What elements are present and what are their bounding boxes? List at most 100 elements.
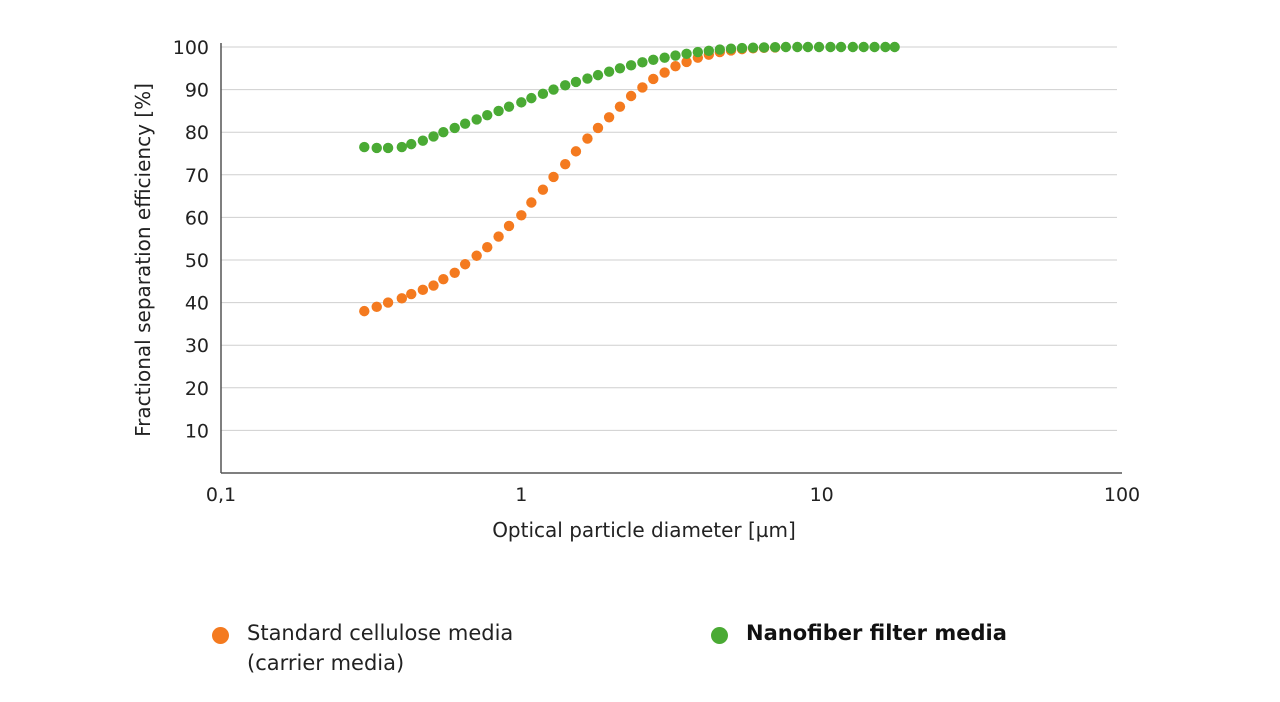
data-point <box>428 131 439 142</box>
data-point <box>359 141 370 153</box>
y-tick-label: 80 <box>185 122 209 144</box>
data-point <box>396 293 408 304</box>
data-point <box>548 84 559 95</box>
data-point <box>493 231 504 242</box>
data-point <box>382 142 394 154</box>
legend-marker-green <box>711 627 728 644</box>
data-point <box>516 210 527 221</box>
data-point <box>493 105 504 117</box>
data-point <box>371 301 382 313</box>
data-point <box>582 133 593 144</box>
data-point <box>880 41 891 53</box>
data-point <box>449 267 460 278</box>
data-point <box>769 42 781 53</box>
x-tick-label: 10 <box>810 484 834 506</box>
data-point <box>582 73 593 84</box>
data-point <box>614 63 626 74</box>
data-point <box>637 82 648 93</box>
legend-item-standard-cellulose: Standard cellulose media (carrier media) <box>212 618 513 678</box>
data-point <box>670 60 681 72</box>
data-point <box>459 118 471 129</box>
data-point <box>835 41 847 53</box>
x-tick-label: 100 <box>1104 484 1140 506</box>
data-point <box>659 52 670 63</box>
data-point <box>417 135 429 146</box>
data-point <box>516 97 527 108</box>
data-point <box>758 42 770 53</box>
data-point <box>670 50 681 61</box>
y-tick-labels: 10 20 30 40 50 60 70 80 90 100 <box>173 37 209 442</box>
data-point <box>471 250 482 261</box>
data-point <box>526 92 537 104</box>
data-point <box>603 112 615 123</box>
data-point <box>537 88 549 100</box>
data-point <box>570 76 582 88</box>
legend-label-line-2: (carrier media) <box>247 651 405 675</box>
data-point <box>681 56 692 68</box>
y-tick-label: 100 <box>173 37 209 59</box>
data-point <box>371 142 382 154</box>
data-point <box>560 158 571 170</box>
data-point <box>792 41 803 53</box>
data-point <box>417 284 429 296</box>
data-point <box>406 288 417 300</box>
data-point <box>869 41 880 53</box>
data-point <box>449 122 460 134</box>
data-point <box>889 41 900 53</box>
x-axis-title: Optical particle diameter [µm] <box>492 518 796 542</box>
data-point <box>714 44 726 55</box>
data-point <box>396 141 408 153</box>
data-point <box>382 297 394 308</box>
data-point <box>825 41 836 53</box>
legend-label-line-1: Nanofiber filter media <box>746 621 1007 645</box>
data-point <box>813 41 825 53</box>
x-tick-labels: 0,1 1 10 100 <box>206 484 1140 506</box>
legend-marker-orange <box>212 627 229 644</box>
data-point <box>560 80 571 91</box>
y-tick-label: 20 <box>185 378 209 400</box>
legend-label-nanofiber: Nanofiber filter media <box>746 618 1007 648</box>
data-point <box>406 138 417 150</box>
y-tick-label: 40 <box>185 293 209 315</box>
data-point <box>659 67 670 78</box>
gridlines <box>221 46 1117 431</box>
data-point <box>592 69 604 81</box>
data-point <box>725 43 737 54</box>
data-point <box>482 242 493 253</box>
data-point <box>537 184 549 195</box>
x-tick-label: 0,1 <box>206 484 236 506</box>
data-point <box>603 66 615 77</box>
data-point <box>648 54 659 65</box>
data-point <box>637 57 648 68</box>
axes <box>220 43 1122 474</box>
data-point <box>428 280 439 291</box>
data-point <box>548 171 559 183</box>
y-tick-label: 30 <box>185 335 209 357</box>
series-1 <box>359 41 900 154</box>
y-tick-label: 70 <box>185 165 209 187</box>
data-point <box>736 42 748 54</box>
data-point <box>692 46 704 58</box>
data-point <box>482 109 493 121</box>
y-tick-label: 10 <box>185 420 209 442</box>
data-point <box>780 41 792 53</box>
data-point <box>526 197 537 208</box>
data-point <box>625 60 637 71</box>
data-point <box>703 45 715 57</box>
y-tick-label: 90 <box>185 80 209 102</box>
legend-item-nanofiber: Nanofiber filter media <box>711 618 1007 648</box>
data-points <box>359 41 900 317</box>
data-point <box>625 90 637 102</box>
data-point <box>359 305 370 317</box>
data-point <box>648 73 659 85</box>
y-axis-title: Fractional separation efficiency [%] <box>131 83 155 437</box>
legend-label-line-1: Standard cellulose media <box>247 621 514 645</box>
y-tick-label: 50 <box>185 250 209 272</box>
data-point <box>459 259 471 270</box>
data-point <box>592 122 604 134</box>
data-point <box>471 114 482 125</box>
data-point <box>503 101 515 112</box>
data-point <box>438 273 449 285</box>
data-point <box>802 41 814 53</box>
data-point <box>614 101 626 112</box>
